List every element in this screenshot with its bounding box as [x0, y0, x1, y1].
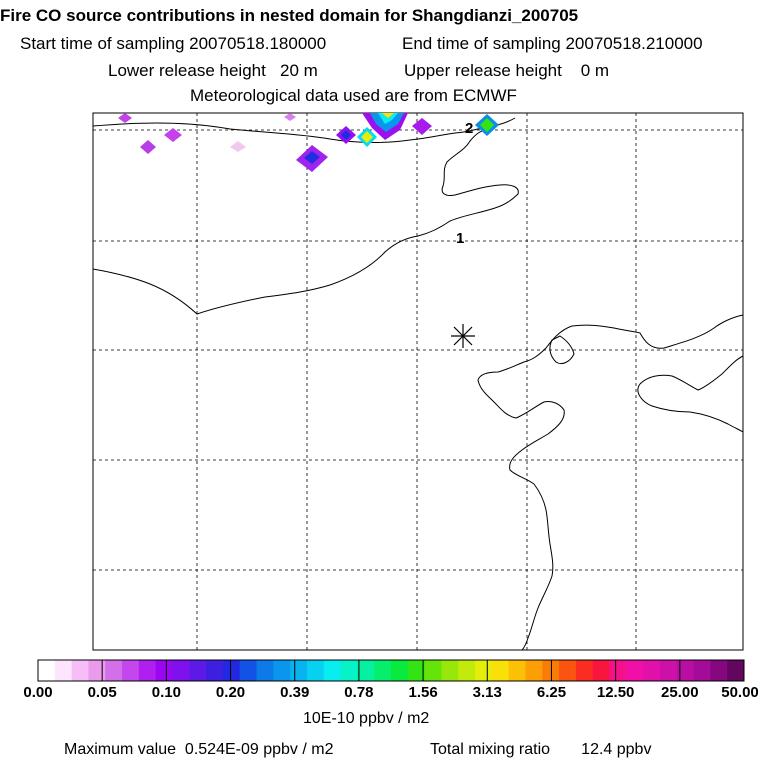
colorbar-cell [357, 660, 375, 681]
colorbar-cell [155, 660, 173, 681]
colorbar-tick-label: 6.25 [536, 684, 567, 701]
colorbar-cell [256, 660, 274, 681]
lower-release-label: Lower release height 20 m [108, 61, 318, 80]
colorbar-cell [407, 660, 426, 681]
colorbar-cell [222, 660, 241, 681]
colorbar-tick-label: 0.39 [280, 684, 310, 701]
colorbar-cell [138, 660, 157, 681]
colorbar-cell [306, 660, 325, 681]
colorbar-cell [525, 660, 543, 681]
total-mixing-label: Total mixing ratio 12.4 ppbv [430, 741, 652, 758]
plume-cell [480, 118, 494, 132]
colorbar-cell [290, 660, 308, 681]
colorbar-cell [71, 660, 89, 681]
colorbar-tick-label: 12.50 [596, 684, 635, 701]
plume-cell [378, 113, 398, 124]
plume-cell [284, 113, 296, 121]
plume-cell [164, 128, 182, 142]
colorbar-cell [626, 660, 644, 681]
colorbar-tick-label: 0.00 [23, 684, 53, 701]
colorbar-cell [424, 660, 442, 681]
colorbar-cell [508, 660, 526, 681]
colorbar-cell [38, 660, 56, 681]
colorbar-cell [323, 660, 342, 681]
colorbar-units: 10E-10 ppbv / m2 [303, 710, 430, 727]
plot-title: Fire CO source contributions in nested d… [0, 6, 579, 25]
colorbar-cell [122, 660, 140, 681]
colorbar-cell [643, 660, 661, 681]
colorbar-cells [38, 660, 745, 681]
colorbar-cell [693, 660, 711, 681]
plume-cell [230, 141, 246, 152]
station-asterisk-icon [451, 324, 475, 348]
plume-cell [118, 113, 132, 123]
contour-label-2: 2 [465, 120, 473, 137]
colorbar-cell [475, 660, 493, 681]
end-time-label: End time of sampling 20070518.210000 [402, 34, 703, 53]
colorbar-cell [391, 660, 409, 681]
colorbar-tick-label: 0.05 [87, 684, 117, 701]
colorbar-tick-label: 1.56 [408, 684, 438, 701]
colorbar-cell [609, 660, 627, 681]
colorbar-tick-label: 25.00 [661, 684, 699, 701]
colorbar-tick-label: 3.13 [472, 684, 502, 701]
colorbar-cell [491, 660, 510, 681]
colorbar-cell [458, 660, 476, 681]
met-data-label: Meteorological data used are from ECMWF [190, 86, 517, 105]
colorbar-cell [727, 660, 745, 681]
plume-cell [304, 151, 320, 164]
plume-cell [341, 130, 351, 140]
colorbar-tick-label: 0.20 [215, 684, 246, 701]
colorbar-cell [559, 660, 577, 681]
colorbar-cell [575, 660, 594, 681]
colorbar-cell [374, 660, 392, 681]
start-time-label: Start time of sampling 20070518.180000 [20, 34, 327, 53]
colorbar-cell [441, 660, 459, 681]
colorbar-cell [340, 660, 358, 681]
colorbar-cell [592, 660, 611, 681]
colorbar-cell [676, 660, 695, 681]
colorbar-tick-marks [37, 660, 745, 681]
colorbar-cell [206, 660, 224, 681]
colorbar-cell [88, 660, 106, 681]
colorbar-cell [542, 660, 560, 681]
map-frame [92, 112, 744, 651]
colorbar-tick-label: 0.78 [344, 684, 374, 701]
max-value-label: Maximum value 0.524E-09 ppbv / m2 [64, 741, 334, 758]
upper-release-label: Upper release height 0 m [404, 61, 610, 80]
colorbar-cell [273, 660, 291, 681]
colorbar-cell [710, 660, 728, 681]
plume-cell [140, 140, 156, 154]
colorbar-cell [659, 660, 678, 681]
colorbar-tick-label: 0.10 [151, 684, 181, 701]
contour-label-1: 1 [456, 230, 464, 247]
plume-cells [118, 113, 499, 172]
plume-cell [361, 131, 373, 143]
colorbar-cell [54, 660, 73, 681]
colorbar-cell [172, 660, 190, 681]
colorbar-cell [239, 660, 258, 681]
colorbar-cell [189, 660, 207, 681]
plume-cell [412, 118, 432, 135]
colorbar-cell [105, 660, 123, 681]
colorbar-tick-label: 50.00 [721, 684, 759, 701]
plume-cell [382, 113, 394, 118]
